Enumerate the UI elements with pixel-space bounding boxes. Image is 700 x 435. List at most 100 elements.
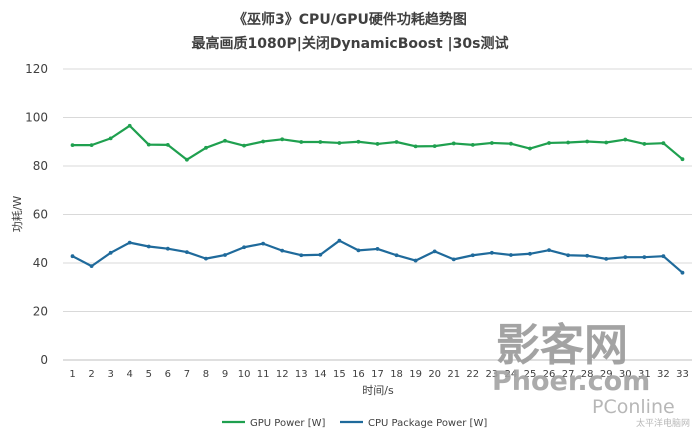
data-point xyxy=(242,245,246,250)
x-tick-label: 23 xyxy=(485,369,498,380)
x-tick-label: 17 xyxy=(371,369,384,380)
series-lines xyxy=(70,123,685,275)
y-tick-label: 0 xyxy=(40,353,48,367)
data-point xyxy=(680,157,685,162)
legend: GPU Power [W] CPU Package Power [W] xyxy=(222,418,487,429)
x-tick-label: 19 xyxy=(409,369,422,380)
y-tick-label: 80 xyxy=(33,159,48,173)
watermark-site: Phoer.com xyxy=(492,366,650,397)
data-point xyxy=(184,250,189,254)
data-point xyxy=(509,141,513,146)
x-tick-label: 6 xyxy=(165,369,171,380)
data-point xyxy=(299,253,304,258)
data-point xyxy=(642,142,647,146)
data-point xyxy=(585,253,590,258)
data-point xyxy=(623,255,628,260)
data-point xyxy=(394,253,399,258)
x-tick-label: 1 xyxy=(69,369,75,380)
data-point xyxy=(585,139,590,144)
y-tick-label: 40 xyxy=(33,256,48,270)
data-point xyxy=(280,137,285,142)
chart-subtitle: 最高画质1080P|关闭DynamicBoost |30s测试 xyxy=(191,36,509,52)
x-tick-label: 11 xyxy=(257,369,270,380)
x-tick-label: 31 xyxy=(638,369,651,380)
data-point xyxy=(89,143,94,148)
data-point xyxy=(470,143,475,147)
x-tick-label: 25 xyxy=(524,369,537,380)
x-tick-label: 13 xyxy=(295,369,308,380)
x-axis-title: 时间/s xyxy=(362,384,394,397)
data-point xyxy=(280,248,285,253)
x-tick-label: 14 xyxy=(314,369,327,380)
data-point xyxy=(661,141,666,146)
data-point xyxy=(547,141,551,145)
data-point xyxy=(432,144,437,149)
x-tick-label: 26 xyxy=(543,369,556,380)
data-point xyxy=(184,157,189,162)
data-point xyxy=(375,142,380,146)
data-point xyxy=(470,253,475,258)
data-point xyxy=(318,252,323,257)
y-tick-label: 20 xyxy=(33,305,48,319)
data-point xyxy=(89,264,94,269)
data-point xyxy=(223,138,227,143)
data-point xyxy=(127,123,132,128)
data-point xyxy=(261,139,266,144)
data-point xyxy=(337,238,342,243)
data-point xyxy=(356,248,361,253)
data-point xyxy=(604,256,609,261)
data-point xyxy=(108,136,113,141)
x-tick-label: 2 xyxy=(88,369,94,380)
x-tick-label: 3 xyxy=(107,369,113,380)
x-tick-label: 21 xyxy=(447,369,460,380)
x-tick-label: 10 xyxy=(238,369,251,380)
y-tick-label: 60 xyxy=(33,208,48,222)
chart-title: 《巫师3》CPU/GPU硬件功耗趋势图 xyxy=(233,12,467,28)
data-point xyxy=(223,253,227,257)
data-point xyxy=(680,270,685,275)
data-point xyxy=(528,146,532,151)
x-tick-label: 4 xyxy=(127,369,133,380)
x-tick-label: 7 xyxy=(184,369,190,380)
data-point xyxy=(509,253,513,257)
data-point xyxy=(261,241,266,246)
legend-label: GPU Power [W] xyxy=(250,418,325,429)
data-point xyxy=(108,250,113,255)
y-tick-label: 100 xyxy=(25,111,48,125)
data-point xyxy=(623,137,628,142)
x-tick-label: 30 xyxy=(619,369,632,380)
data-point xyxy=(146,142,151,147)
data-point xyxy=(547,248,551,253)
data-point xyxy=(127,240,132,245)
watermark-brand-sub: 太平洋电脑网 xyxy=(636,417,690,429)
data-point xyxy=(661,254,666,259)
watermark-main: 影客网 xyxy=(496,320,628,371)
data-point xyxy=(242,143,246,148)
data-point xyxy=(489,250,494,255)
series-line xyxy=(72,239,684,274)
x-tick-label: 28 xyxy=(581,369,594,380)
data-point xyxy=(375,247,380,251)
data-point xyxy=(70,254,75,259)
data-point xyxy=(413,144,418,149)
y-tick-label: 120 xyxy=(25,62,48,76)
x-tick-label: 20 xyxy=(428,369,441,380)
data-point xyxy=(451,257,456,262)
x-tick-label: 27 xyxy=(562,369,575,380)
data-point xyxy=(432,249,437,254)
x-tick-label: 33 xyxy=(676,369,689,380)
data-point xyxy=(604,140,609,145)
data-point xyxy=(566,140,571,145)
data-point xyxy=(165,143,170,147)
data-point xyxy=(394,140,399,144)
x-tick-label: 5 xyxy=(146,369,152,380)
legend-label: CPU Package Power [W] xyxy=(368,418,487,429)
data-point xyxy=(528,251,532,256)
x-tick-label: 29 xyxy=(600,369,613,380)
data-point xyxy=(70,143,75,148)
data-point xyxy=(451,141,456,146)
x-tick-label: 12 xyxy=(276,369,289,380)
series-1 xyxy=(70,238,685,275)
